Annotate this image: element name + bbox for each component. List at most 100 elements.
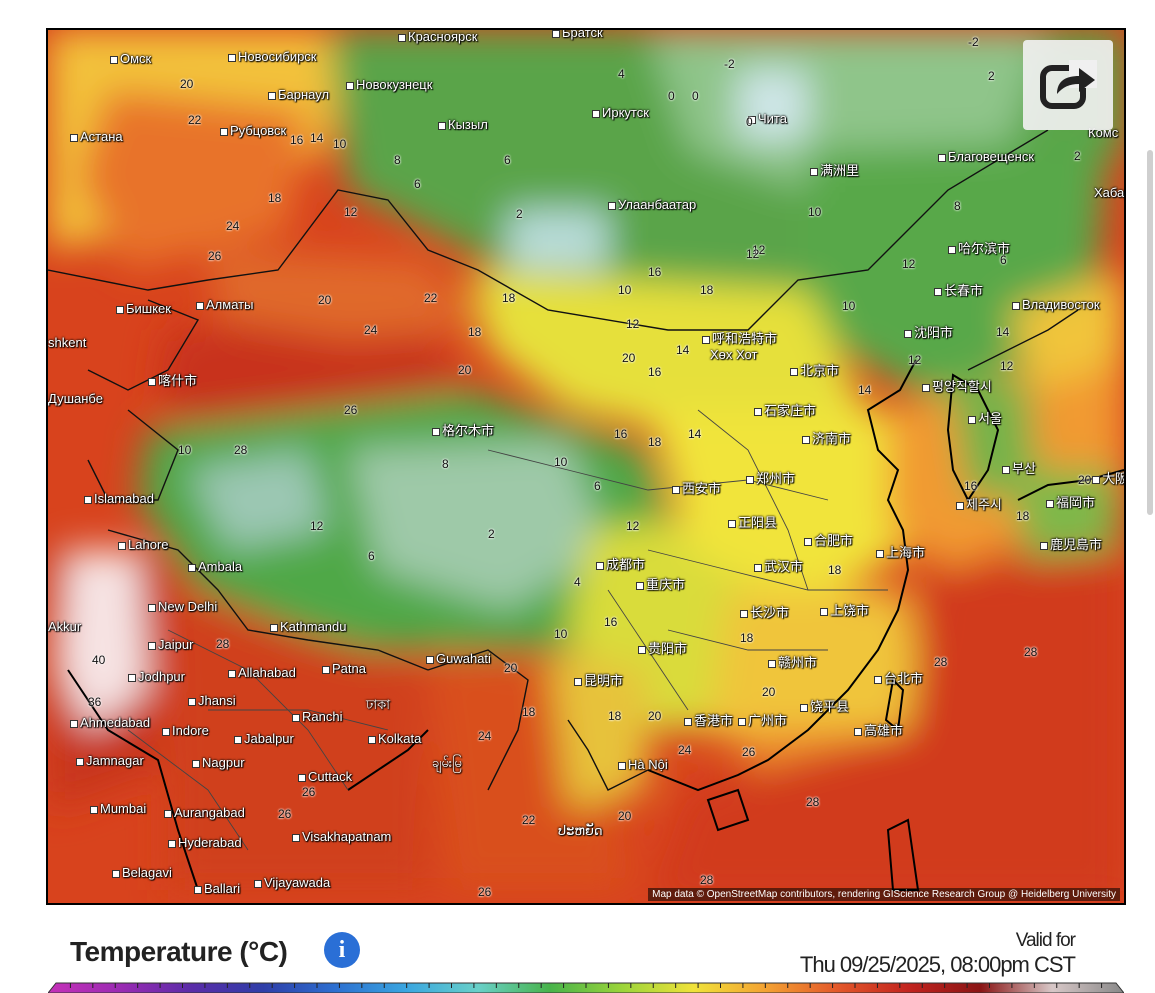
city-marker-icon (1040, 541, 1048, 550)
city-label: Visakhapatnam (292, 830, 391, 844)
city-label: 高雄市 (854, 724, 903, 738)
city-marker-icon (90, 805, 98, 814)
city-label: Иркутск (592, 106, 649, 120)
city-marker-icon (754, 407, 762, 416)
city-marker-icon (168, 839, 176, 848)
map-attribution[interactable]: Map data © OpenStreetMap contributors, r… (648, 888, 1120, 901)
temperature-label: 18 (828, 563, 842, 577)
city-label: Jhansi (188, 694, 236, 708)
temperature-label: 20 (180, 77, 194, 91)
temperature-label: 4 (618, 67, 625, 81)
temperature-label: 20 (318, 293, 332, 307)
city-label: Jaipur (148, 638, 193, 652)
city-label: Улаанбаатар (608, 198, 696, 212)
city-marker-icon (876, 549, 884, 558)
city-label: Cuttack (298, 770, 352, 784)
temperature-label: 28 (1024, 645, 1038, 659)
city-marker-icon (790, 367, 798, 376)
temperature-label: 12 (746, 247, 760, 261)
city-marker-icon (254, 879, 262, 888)
temperature-label: 28 (700, 873, 714, 887)
temperature-label: 6 (504, 153, 511, 167)
city-label: ປະຫຍັດ (558, 823, 603, 838)
temperature-label: 24 (364, 323, 378, 337)
temperature-label: 26 (344, 403, 358, 417)
temperature-label: 10 (554, 627, 568, 641)
city-marker-icon (948, 245, 956, 254)
temperature-label: 10 (554, 455, 568, 469)
city-label: 鹿児島市 (1040, 538, 1102, 552)
city-marker-icon (162, 727, 170, 736)
temperature-label: 16 (604, 615, 618, 629)
temperature-label: 16 (290, 133, 304, 147)
city-marker-icon (1092, 475, 1100, 484)
city-label: 香港市 (684, 714, 733, 728)
city-label: ချမ်းမြ (432, 755, 462, 770)
city-marker-icon (968, 415, 976, 424)
temperature-label: 6 (594, 479, 601, 493)
city-label: Новокузнецк (346, 78, 432, 92)
city-label: 正阳县 (728, 516, 777, 530)
city-label: 上饶市 (820, 604, 869, 618)
temperature-label: 24 (678, 743, 692, 757)
city-label: Belagavi (112, 866, 172, 880)
city-label: 石家庄市 (754, 404, 816, 418)
temperature-map[interactable]: Омск Новосибирск Красноярск Братск Барна… (46, 28, 1126, 905)
city-marker-icon (84, 495, 92, 504)
city-marker-icon (748, 115, 756, 124)
city-marker-icon (596, 561, 604, 570)
temperature-label: 16 (964, 479, 978, 493)
temperature-label: 10 (808, 205, 822, 219)
temperature-label: 0 (692, 89, 699, 103)
temperature-label: 14 (688, 427, 702, 441)
city-label: Indore (162, 724, 209, 738)
share-button[interactable] (1023, 40, 1113, 130)
city-marker-icon (322, 665, 330, 674)
city-label: Ballari (194, 882, 240, 896)
city-label: Астана (70, 130, 123, 144)
info-button[interactable]: i (324, 932, 360, 968)
city-marker-icon (268, 91, 276, 100)
city-label: 济南市 (802, 432, 851, 446)
city-label: 喀什市 (148, 374, 197, 388)
city-label: 昆明市 (574, 674, 623, 688)
city-marker-icon (110, 55, 118, 64)
city-label: 饶平县 (800, 700, 849, 714)
city-label: Барнаул (268, 88, 329, 102)
city-marker-icon (76, 757, 84, 766)
scrollbar[interactable] (1147, 150, 1153, 515)
valid-for: Valid for Thu 09/25/2025, 08:00pm CST (800, 930, 1076, 978)
city-marker-icon (922, 383, 930, 392)
temperature-label: 2 (516, 207, 523, 221)
temperature-label: 14 (310, 131, 324, 145)
city-label: 贵阳市 (638, 642, 687, 656)
city-marker-icon (148, 603, 156, 612)
temperature-label: 10 (618, 283, 632, 297)
city-label: Islamabad (84, 492, 154, 506)
temperature-label: 40 (92, 653, 106, 667)
city-marker-icon (368, 735, 376, 744)
city-marker-icon (740, 609, 748, 618)
city-marker-icon (934, 287, 942, 296)
city-marker-icon (112, 869, 120, 878)
temperature-label: 0 (746, 115, 753, 129)
city-label: 重庆市 (636, 578, 685, 592)
temperature-label: 20 (504, 661, 518, 675)
temperature-label: 20 (1078, 473, 1092, 487)
city-label: Кызыл (438, 118, 488, 132)
city-label: New Delhi (148, 600, 217, 614)
temperature-label: 12 (344, 205, 358, 219)
city-label: Ahmedabad (70, 716, 150, 730)
city-label: 满洲里 (810, 164, 859, 178)
temperature-label: 6 (1000, 253, 1007, 267)
city-label: Душанбе (48, 391, 103, 406)
temperature-label: 36 (88, 695, 102, 709)
legend-title: Temperature (°C) (70, 936, 288, 967)
city-marker-icon (432, 427, 440, 436)
temperature-label: 16 (648, 365, 662, 379)
temperature-label: 18 (740, 631, 754, 645)
city-marker-icon (70, 719, 78, 728)
temperature-label: 10 (178, 443, 192, 457)
temperature-color-scale (48, 982, 1124, 993)
city-marker-icon (746, 475, 754, 484)
